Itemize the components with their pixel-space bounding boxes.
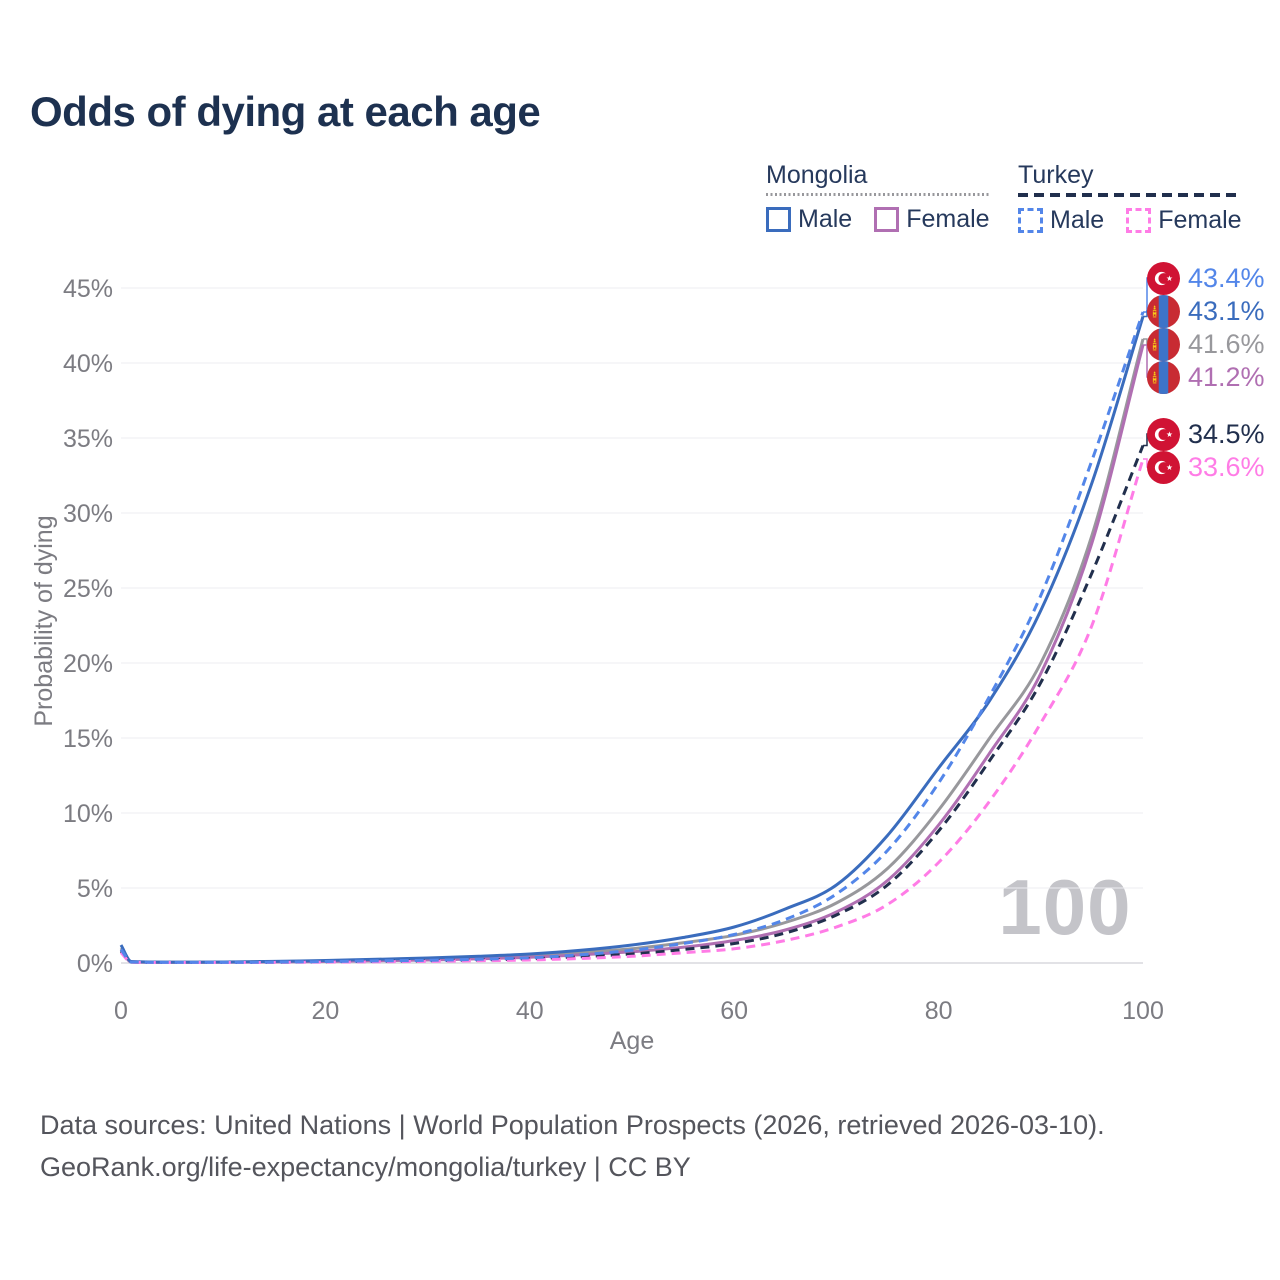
end-label-connector [1143, 338, 1151, 345]
end-label-connector [1143, 277, 1151, 313]
legend-item-turkey-male[interactable]: Male [1018, 206, 1104, 235]
series-line-mongolia-male[interactable] [119, 316, 1145, 964]
legend-group-mongolia: Mongolia Male Female [766, 161, 990, 234]
series-line-mongolia-both-sexes[interactable] [119, 338, 1145, 964]
legend-group-mongolia-label: Mongolia [766, 161, 868, 189]
legend-item-label: Male [798, 205, 853, 233]
y-tick-label: 0% [77, 950, 113, 978]
x-tick-label: 60 [720, 997, 748, 1025]
mongolia-male-swatch [766, 207, 791, 232]
age-watermark: 100 [998, 863, 1132, 951]
legend-item-mongolia-male[interactable]: Male [766, 205, 852, 234]
series-line-turkey-both-sexes[interactable] [119, 444, 1145, 964]
y-tick-label: 20% [63, 650, 113, 678]
legend-item-label: Female [906, 205, 990, 233]
end-label-connector [1143, 433, 1151, 447]
legend-item-label: Male [1050, 206, 1105, 234]
y-tick-label: 5% [77, 875, 113, 903]
turkey-male-swatch [1018, 208, 1043, 233]
mongolia-line-style-swatch [766, 193, 990, 196]
footer: Data sources: United Nations | World Pop… [40, 1104, 1105, 1188]
series-line-turkey-male[interactable] [119, 311, 1145, 964]
footer-data-sources: Data sources: United Nations | World Pop… [40, 1110, 1105, 1140]
x-tick-label: 0 [114, 997, 128, 1025]
end-label-connector [1143, 344, 1151, 378]
x-axis-title: Age [610, 1027, 654, 1055]
y-tick-label: 25% [63, 575, 113, 603]
mongolia-female-swatch [874, 207, 900, 232]
y-tick-label: 40% [63, 350, 113, 378]
x-tick-label: 20 [311, 997, 339, 1025]
legend-group-turkey-label: Turkey [1018, 161, 1094, 189]
y-tick-label: 10% [63, 800, 113, 828]
x-tick-label: 80 [925, 997, 953, 1025]
x-tick-label: 40 [516, 997, 544, 1025]
legend-item-label: Female [1158, 206, 1242, 234]
x-tick-label: 100 [1122, 997, 1164, 1025]
legend-item-turkey-female[interactable]: Female [1126, 206, 1242, 235]
y-tick-label: 45% [63, 275, 113, 303]
legend-group-turkey: Turkey Male Female [1018, 161, 1242, 235]
turkey-line-style-swatch [1018, 193, 1242, 197]
series-line-turkey-female[interactable] [119, 458, 1145, 964]
footer-attribution: GeoRank.org/life-expectancy/mongolia/tur… [40, 1152, 691, 1182]
turkey-female-swatch [1126, 208, 1152, 233]
y-tick-label: 35% [63, 425, 113, 453]
y-tick-label: 15% [63, 725, 113, 753]
end-label-connector [1143, 458, 1151, 468]
legend-item-mongolia-female[interactable]: Female [874, 205, 990, 234]
y-tick-label: 30% [63, 500, 113, 528]
page-title: Odds of dying at each age [30, 88, 541, 135]
